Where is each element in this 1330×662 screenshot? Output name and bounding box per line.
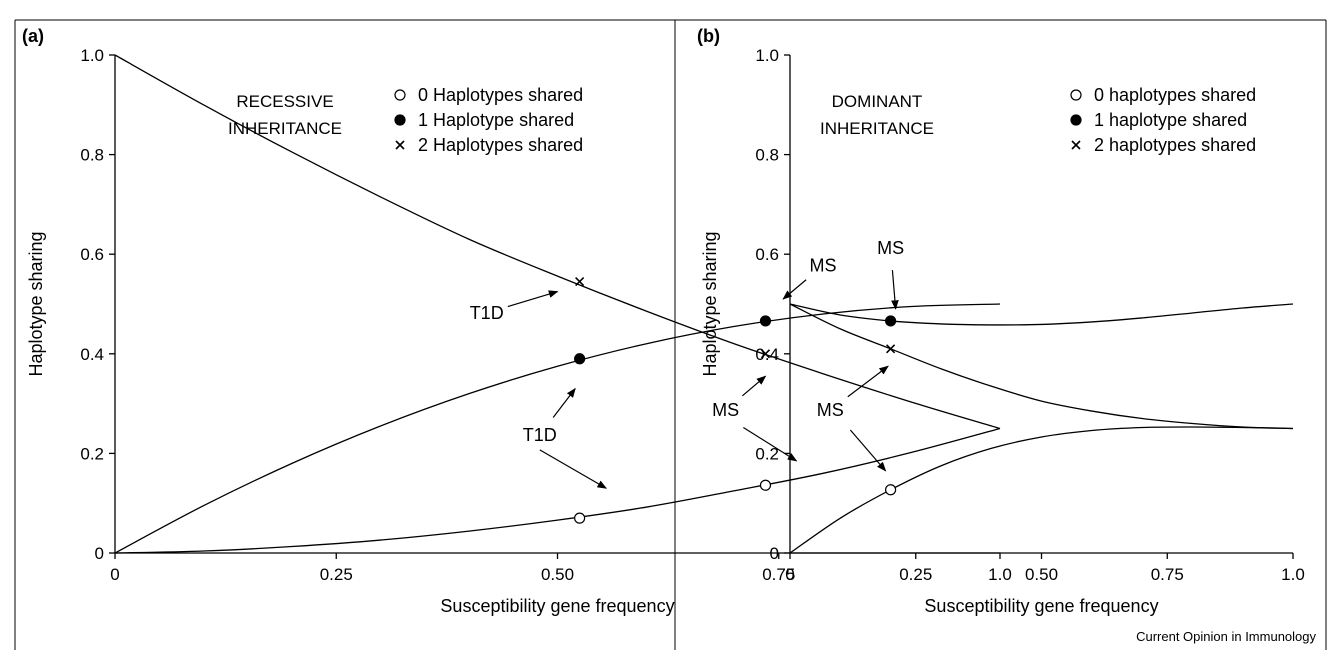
y-tick-label: 0: [770, 544, 779, 563]
legend-entry: 1 Haplotype shared: [418, 110, 574, 130]
x-tick-label: 0: [110, 565, 119, 584]
inheritance-label: INHERITANCE: [228, 119, 342, 138]
panel-b: (b) 0 0.2 0.4 0.6 0.8 1.0 0 0.25 0.50 0.75 1.0 Susce…: [697, 26, 1305, 616]
data-point-ms-cross: [760, 349, 771, 359]
x-tick-label: 0.25: [320, 565, 353, 584]
annotation-arrow: [552, 387, 576, 418]
series-line-open-circle: [114, 427, 1001, 554]
y-axis-label: Haplotype sharing: [26, 231, 46, 376]
legend-marker-cross: [1071, 140, 1081, 150]
annotation-arrow: [782, 279, 807, 300]
y-tick-label: 0.8: [80, 146, 104, 165]
panel-label: (b): [697, 26, 720, 46]
legend-entry: 1 haplotype shared: [1094, 110, 1247, 130]
annotation-arrow: [539, 449, 608, 489]
x-tick-label: 0.50: [541, 565, 574, 584]
annotation-label: MS: [817, 400, 844, 420]
y-tick-label: 1.0: [80, 46, 104, 65]
x-axis-label: Susceptibility gene frequency: [440, 596, 674, 616]
data-point-t1d-filled-circle: [574, 353, 586, 365]
annotation-arrow: [743, 426, 798, 462]
inheritance-label: DOMINANT: [832, 92, 923, 111]
x-tick-label: 1.0: [1281, 565, 1305, 584]
annotation-arrow: [849, 429, 887, 472]
data-point-ms-filled-circle: [759, 315, 772, 327]
legend-entry: 2 haplotypes shared: [1094, 135, 1256, 155]
x-tick-label: 0.50: [1025, 565, 1058, 584]
inheritance-label: RECESSIVE: [236, 92, 333, 111]
data-point-t1d-cross: [575, 277, 585, 287]
data-point-ms-cross: [886, 344, 896, 354]
panel-a: (a) 0 0.2 0.4 0.6 0.8 1.0 0 0.25 0.50 0.75 1.0 Susce…: [22, 26, 1012, 616]
credit: Current Opinion in Immunology: [1136, 629, 1316, 644]
annotation-label: MS: [810, 256, 837, 276]
series-line-filled-circle: [789, 303, 1294, 326]
inheritance-label: INHERITANCE: [820, 119, 934, 138]
series-line-cross: [789, 303, 1294, 430]
y-axis-label: Haplotype sharing: [700, 231, 720, 376]
x-axis-label: Susceptibility gene frequency: [924, 596, 1158, 616]
legend-marker-filled-circle: [394, 114, 406, 126]
annotation-label: T1D: [470, 303, 504, 323]
y-tick-label: 0: [95, 544, 104, 563]
data-point-ms-open-circle: [759, 479, 772, 491]
y-tick-label: 0.6: [755, 245, 779, 264]
x-tick-label: 0.25: [899, 565, 932, 584]
y-tick-label: 0.4: [80, 345, 104, 364]
series-line-open-circle: [789, 426, 1294, 554]
series-line-filled-circle: [114, 303, 1001, 554]
legend-entry: 0 haplotypes shared: [1094, 85, 1256, 105]
legend-marker-open-circle: [394, 89, 406, 101]
x-tick-label: 0: [785, 565, 794, 584]
y-tick-label: 0.2: [755, 444, 779, 463]
x-tick-label: 0.75: [1151, 565, 1184, 584]
y-tick-label: 0.6: [80, 245, 104, 264]
annotation-label: MS: [877, 238, 904, 258]
series-line-cross: [114, 54, 1001, 430]
x-tick-label: 0.75: [762, 565, 795, 584]
legend-marker-open-circle: [1070, 89, 1082, 101]
annotation-arrow: [742, 375, 767, 397]
data-point-ms-open-circle: [884, 484, 897, 496]
annotation-arrow: [847, 365, 889, 398]
annotation-label: T1D: [523, 425, 557, 445]
annotation-arrow: [891, 270, 899, 310]
y-tick-label: 0.8: [755, 146, 779, 165]
legend-entry: 2 Haplotypes shared: [418, 135, 583, 155]
y-tick-label: 1.0: [755, 46, 779, 65]
x-tick-label: 1.0: [988, 565, 1012, 584]
data-point-t1d-open-circle: [574, 512, 586, 524]
data-point-ms-filled-circle: [884, 315, 897, 327]
legend-entry: 0 Haplotypes shared: [418, 85, 583, 105]
annotation-arrow: [507, 290, 559, 308]
annotation-label: MS: [712, 400, 739, 420]
legend-marker-cross: [395, 140, 405, 150]
y-tick-label: 0.2: [80, 444, 104, 463]
y-tick-label: 0.4: [755, 345, 779, 364]
panel-label: (a): [22, 26, 44, 46]
legend-marker-filled-circle: [1070, 114, 1082, 126]
